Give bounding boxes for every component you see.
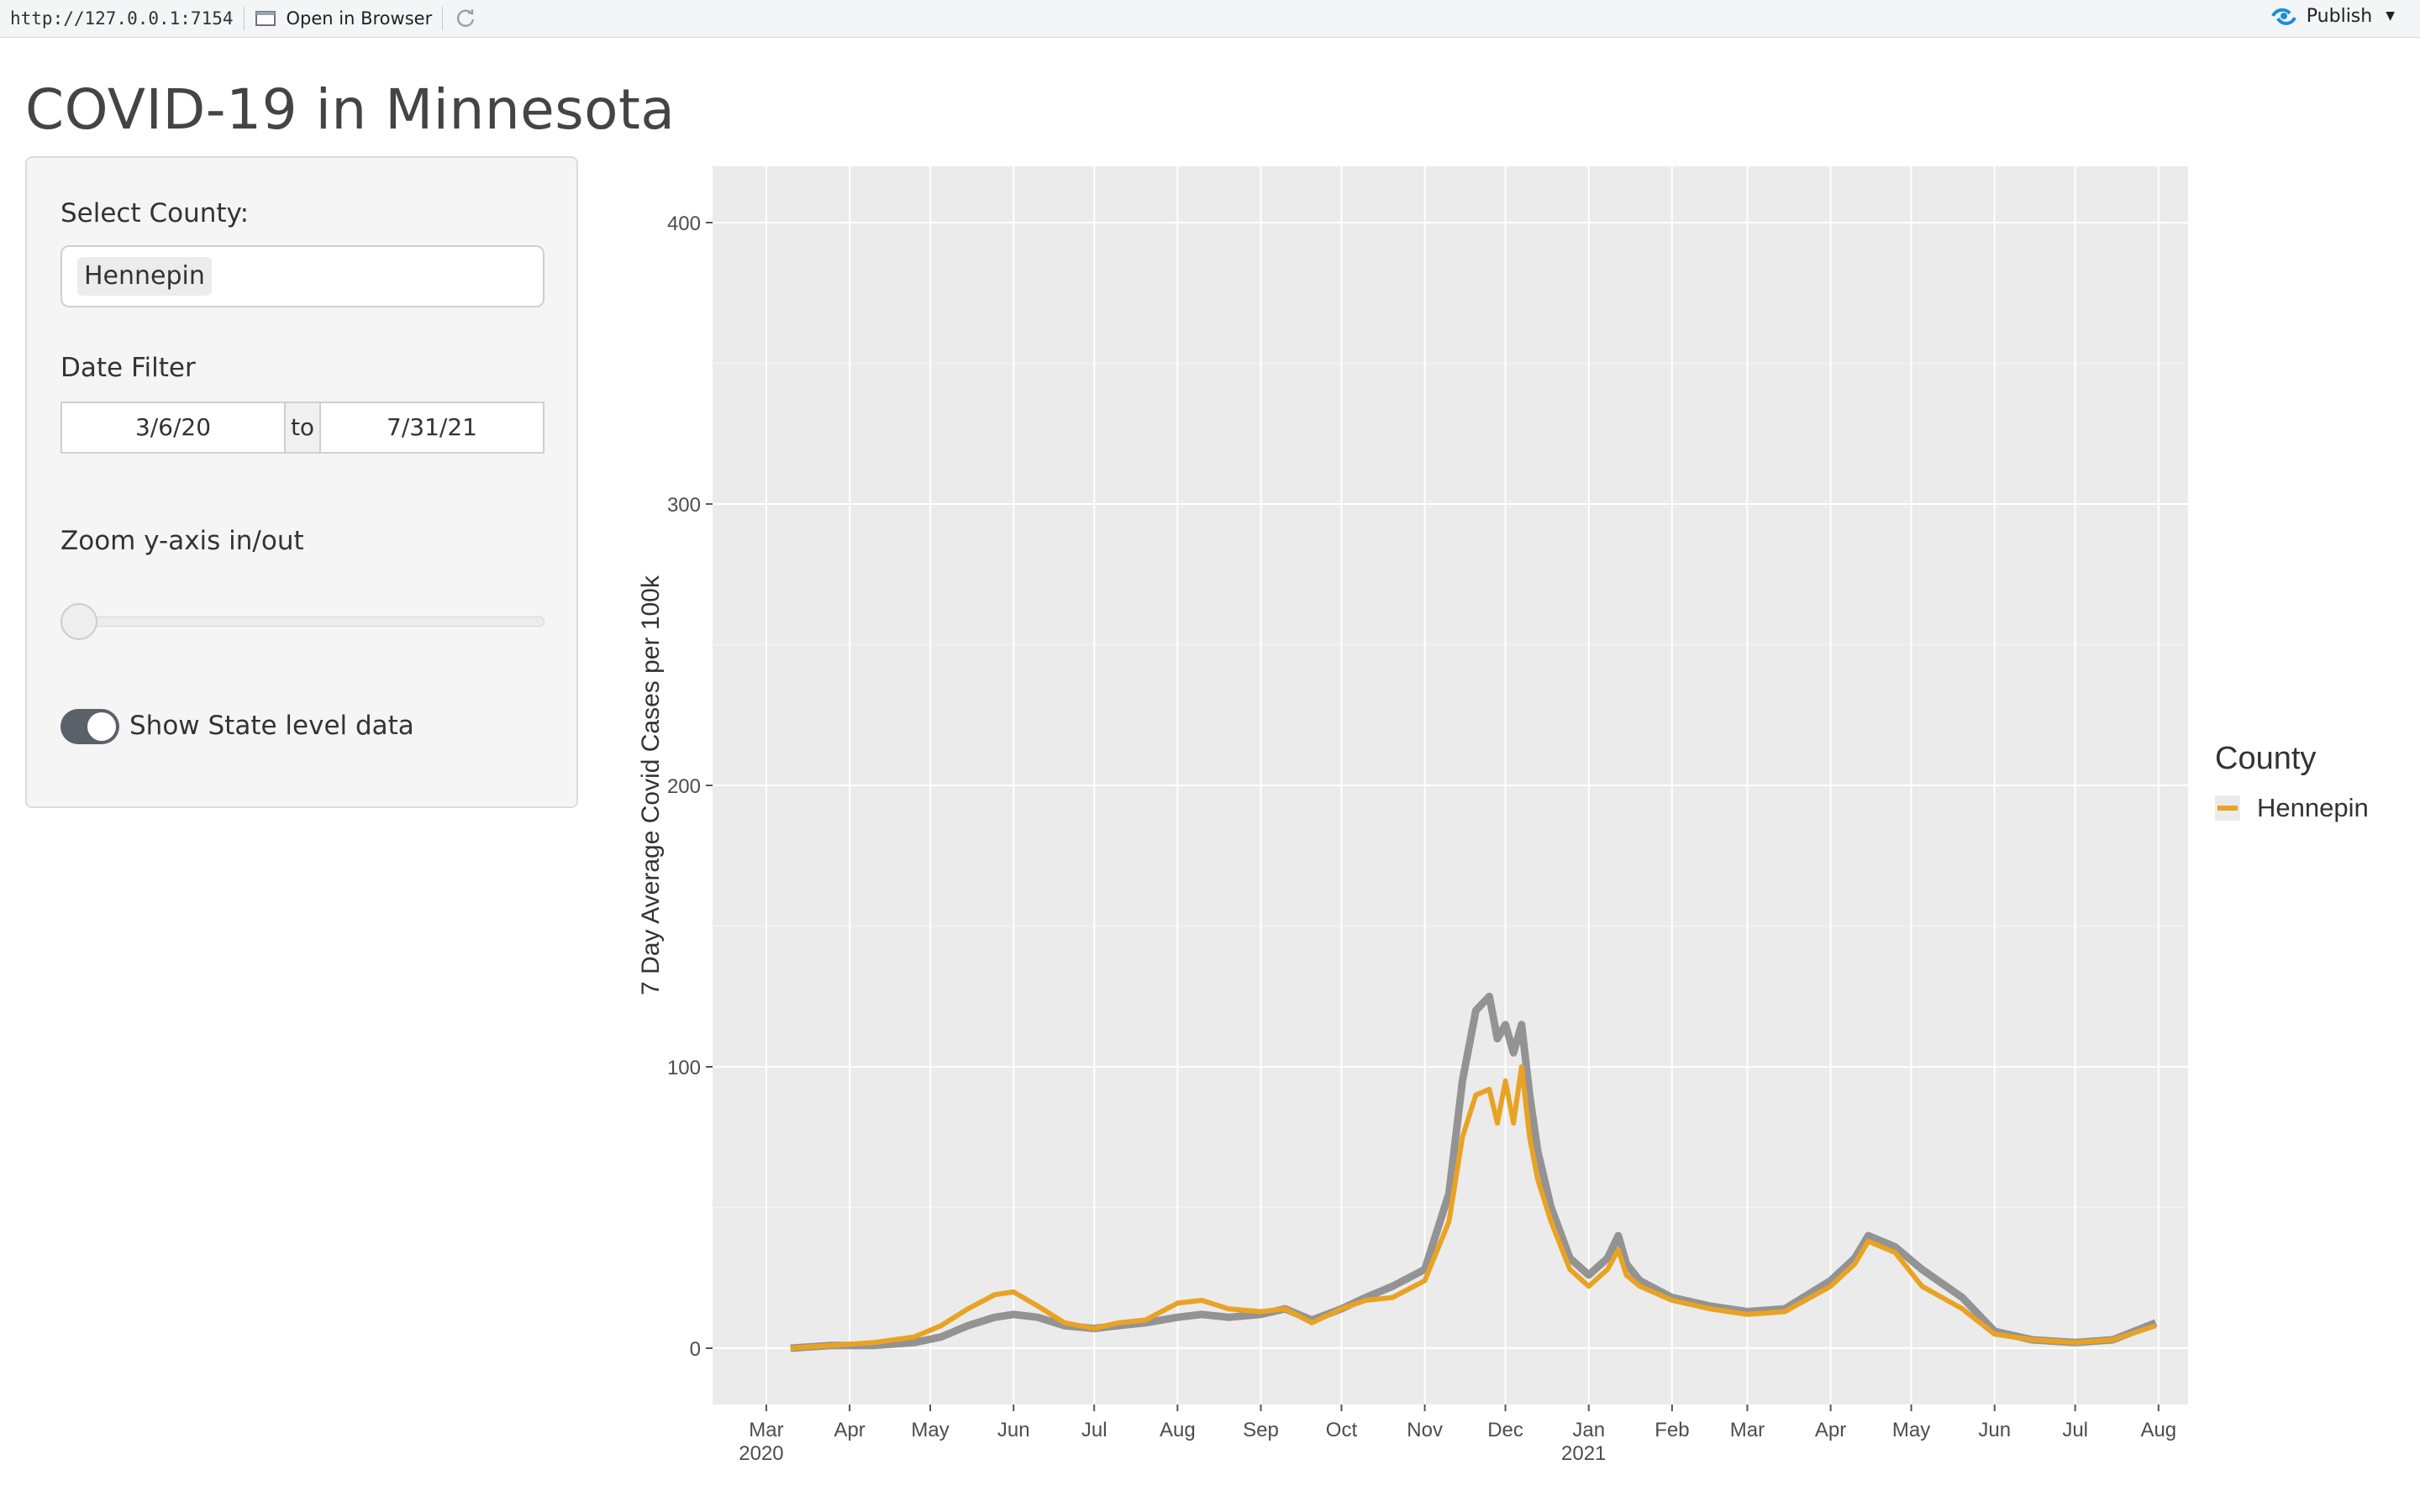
zoom-slider-handle[interactable] xyxy=(60,603,97,640)
x-tick-label: Aug xyxy=(2140,1419,2176,1441)
sidebar-panel: Select County: Hennepin Date Filter 3/6/… xyxy=(25,156,578,808)
y-tick-label: 100 xyxy=(667,1057,701,1079)
x-tick-label: May xyxy=(1892,1419,1930,1441)
y-tick-label: 400 xyxy=(667,213,701,235)
x-tick-label: Jan xyxy=(1572,1419,1605,1441)
legend-title: County xyxy=(2215,741,2317,776)
toggle-knob xyxy=(87,712,116,741)
x-tick-label: Dec xyxy=(1487,1419,1523,1441)
y-axis-label: 7 Day Average Covid Cases per 100k xyxy=(637,575,665,995)
hennepin-line xyxy=(790,1064,2157,1351)
x-tick-label: Apr xyxy=(1815,1419,1846,1441)
x-tick-label: Mar xyxy=(749,1419,783,1441)
legend-key xyxy=(2215,795,2240,821)
x-tick-year-label: 2021 xyxy=(1561,1442,1606,1465)
state-data-toggle-label: Show State level data xyxy=(129,711,414,741)
publish-label: Publish xyxy=(2306,5,2373,27)
url-text: http://127.0.0.1:7154 xyxy=(10,8,234,29)
y-tick-label: 0 xyxy=(690,1338,701,1361)
chart-legend: County Hennepin xyxy=(2215,741,2369,822)
x-tick-label: Jul xyxy=(1081,1419,1107,1441)
y-tick-label: 200 xyxy=(667,775,701,798)
end-date-input[interactable]: 7/31/21 xyxy=(387,413,477,441)
x-tick-label: Aug xyxy=(1160,1419,1196,1441)
x-tick-label: Oct xyxy=(1326,1419,1358,1441)
open-in-browser-button[interactable]: Open in Browser xyxy=(255,8,433,29)
browser-window-icon xyxy=(255,11,276,26)
date-filter-label: Date Filter xyxy=(60,353,196,383)
x-tick-label: Sep xyxy=(1243,1419,1279,1441)
x-tick-label: Nov xyxy=(1407,1419,1443,1441)
legend-item-hennepin: Hennepin xyxy=(2215,793,2400,823)
x-tick-label: Feb xyxy=(1655,1419,1689,1441)
legend-item-label: Hennepin xyxy=(2257,793,2369,822)
county-chip[interactable]: Hennepin xyxy=(77,257,212,296)
x-tick-label: Mar xyxy=(1730,1419,1765,1441)
refresh-button[interactable] xyxy=(453,6,478,31)
x-tick-label: Apr xyxy=(834,1419,865,1441)
page-title: COVID-19 in Minnesota xyxy=(25,77,676,142)
date-to-separator: to xyxy=(284,403,321,452)
x-tick-year-label: 2020 xyxy=(739,1442,783,1465)
county-select[interactable]: Hennepin xyxy=(60,245,544,307)
zoom-label: Zoom y-axis in/out xyxy=(60,526,304,556)
refresh-icon xyxy=(457,9,475,27)
publish-button[interactable]: Publish ▼ xyxy=(2270,5,2395,27)
toolbar-divider xyxy=(243,7,245,30)
toolbar-divider xyxy=(442,7,444,30)
y-tick-label: 300 xyxy=(667,494,701,517)
date-range-input: 3/6/20 to 7/31/21 xyxy=(60,402,544,454)
state-average-line xyxy=(790,992,2158,1352)
county-label: Select County: xyxy=(60,198,250,228)
publish-icon xyxy=(2270,8,2296,25)
x-tick-label: May xyxy=(911,1419,949,1441)
zoom-slider-track[interactable] xyxy=(60,617,544,627)
x-tick-label: Jun xyxy=(997,1419,1030,1441)
x-tick-label: Jul xyxy=(2062,1419,2088,1441)
x-tick-label: Jun xyxy=(1978,1419,2011,1441)
open-in-browser-label: Open in Browser xyxy=(286,8,433,29)
state-data-toggle[interactable] xyxy=(60,709,119,744)
chevron-down-icon[interactable]: ▼ xyxy=(2386,9,2395,23)
viewer-toolbar: http://127.0.0.1:7154 Open in Browser Pu… xyxy=(0,0,2420,38)
start-date-input[interactable]: 3/6/20 xyxy=(134,413,212,441)
